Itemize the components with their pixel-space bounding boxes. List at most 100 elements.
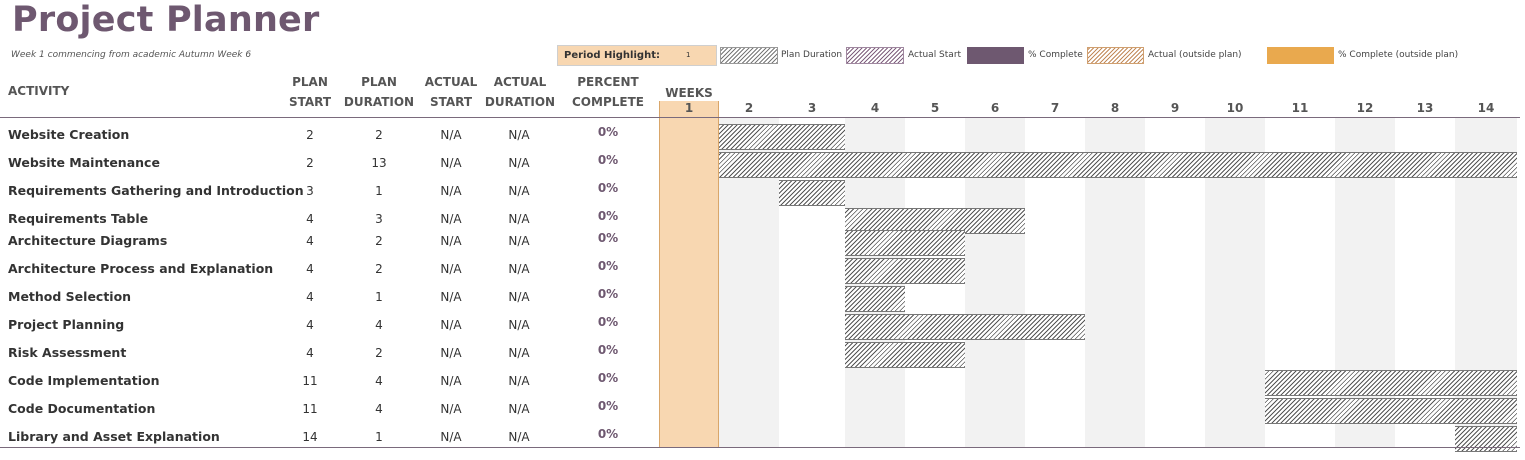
activity-name[interactable]: Library and Asset Explanation: [8, 429, 220, 444]
plan-duration[interactable]: 4: [375, 402, 383, 416]
plan-start[interactable]: 2: [306, 128, 314, 142]
plan-duration[interactable]: 2: [375, 262, 383, 276]
actual-duration[interactable]: N/A: [508, 346, 530, 360]
period-highlight-cell[interactable]: Period Highlight: 1: [557, 45, 717, 66]
header-plan-start: PLAN START: [285, 72, 335, 112]
percent-complete[interactable]: 0%: [597, 209, 619, 223]
percent-complete[interactable]: 0%: [597, 315, 619, 329]
plan-duration-bar: [845, 230, 965, 256]
percent-complete[interactable]: 0%: [597, 231, 619, 245]
actual-duration[interactable]: N/A: [508, 184, 530, 198]
percent-complete[interactable]: 0%: [597, 427, 619, 441]
activity-name[interactable]: Code Documentation: [8, 401, 156, 416]
activity-name[interactable]: Website Creation: [8, 127, 130, 142]
actual-duration[interactable]: N/A: [508, 318, 530, 332]
activity-name[interactable]: Architecture Diagrams: [8, 233, 168, 248]
table-row[interactable]: Website Maintenance 2 13 N/A N/A 0%: [0, 150, 1525, 178]
percent-complete[interactable]: 0%: [597, 153, 619, 167]
activity-name[interactable]: Architecture Process and Explanation: [8, 261, 274, 276]
header-actual-duration-line2: DURATION: [484, 95, 556, 109]
header-plan-duration-line2: DURATION: [343, 95, 415, 109]
table-row[interactable]: Requirements Gathering and Introduction 3…: [0, 178, 1525, 206]
table-row[interactable]: Website Creation 2 2 N/A N/A 0%: [0, 122, 1525, 150]
plan-start[interactable]: 4: [306, 262, 314, 276]
plan-duration[interactable]: 1: [375, 184, 383, 198]
activity-name[interactable]: Risk Assessment: [8, 345, 127, 360]
actual-duration[interactable]: N/A: [508, 430, 530, 444]
actual-start[interactable]: N/A: [440, 234, 462, 248]
actual-duration[interactable]: N/A: [508, 402, 530, 416]
plan-duration[interactable]: 2: [375, 128, 383, 142]
activity-name[interactable]: Method Selection: [8, 289, 132, 304]
table-row[interactable]: Method Selection 4 1 N/A N/A 0%: [0, 284, 1525, 312]
week-header-2: 2: [744, 101, 754, 115]
plan-duration-bar: [845, 342, 965, 368]
activity-name[interactable]: Website Maintenance: [8, 155, 160, 170]
plan-duration[interactable]: 1: [375, 430, 383, 444]
plan-duration-bar: [1265, 398, 1517, 424]
week-header-5: 5: [930, 101, 940, 115]
table-row[interactable]: Risk Assessment 4 2 N/A N/A 0%: [0, 340, 1525, 368]
activity-name[interactable]: Project Planning: [8, 317, 125, 332]
plan-start[interactable]: 4: [306, 212, 314, 226]
table-row[interactable]: Code Documentation 11 4 N/A N/A 0%: [0, 396, 1525, 424]
legend-outside-swatch: [1087, 47, 1144, 64]
plan-start[interactable]: 4: [306, 234, 314, 248]
table-row[interactable]: Project Planning 4 4 N/A N/A 0%: [0, 312, 1525, 340]
percent-complete[interactable]: 0%: [597, 287, 619, 301]
plan-duration[interactable]: 13: [371, 156, 387, 170]
plan-duration-bar: [1455, 426, 1517, 452]
plan-duration[interactable]: 2: [375, 234, 383, 248]
plan-duration[interactable]: 4: [375, 318, 383, 332]
percent-complete[interactable]: 0%: [597, 399, 619, 413]
week-header-1: 1: [684, 101, 694, 115]
actual-start[interactable]: N/A: [440, 318, 462, 332]
plan-start[interactable]: 3: [306, 184, 314, 198]
actual-start[interactable]: N/A: [440, 128, 462, 142]
header-percent-complete-line2: COMPLETE: [572, 95, 644, 109]
actual-start[interactable]: N/A: [440, 156, 462, 170]
actual-start[interactable]: N/A: [440, 346, 462, 360]
actual-start[interactable]: N/A: [440, 374, 462, 388]
actual-duration[interactable]: N/A: [508, 128, 530, 142]
plan-duration[interactable]: 2: [375, 346, 383, 360]
percent-complete[interactable]: 0%: [597, 259, 619, 273]
table-row[interactable]: Code Implementation 11 4 N/A N/A 0%: [0, 368, 1525, 396]
actual-start[interactable]: N/A: [440, 212, 462, 226]
actual-start[interactable]: N/A: [440, 402, 462, 416]
plan-start[interactable]: 4: [306, 318, 314, 332]
plan-start[interactable]: 11: [302, 374, 318, 388]
percent-complete[interactable]: 0%: [597, 181, 619, 195]
actual-duration[interactable]: N/A: [508, 262, 530, 276]
actual-start[interactable]: N/A: [440, 184, 462, 198]
actual-duration[interactable]: N/A: [508, 156, 530, 170]
actual-duration[interactable]: N/A: [508, 212, 530, 226]
actual-duration[interactable]: N/A: [508, 290, 530, 304]
plan-start[interactable]: 11: [302, 402, 318, 416]
percent-complete[interactable]: 0%: [597, 371, 619, 385]
actual-duration[interactable]: N/A: [508, 374, 530, 388]
plan-start[interactable]: 2: [306, 156, 314, 170]
table-row[interactable]: Architecture Process and Explanation 4 2 N/…: [0, 256, 1525, 284]
percent-complete[interactable]: 0%: [597, 343, 619, 357]
activity-name[interactable]: Requirements Table: [8, 211, 149, 226]
percent-complete[interactable]: 0%: [597, 125, 619, 139]
plan-start[interactable]: 14: [302, 430, 318, 444]
plan-duration[interactable]: 1: [375, 290, 383, 304]
table-row[interactable]: Requirements Table 4 3 N/A N/A 0%: [0, 206, 1525, 234]
period-highlight-value[interactable]: 1: [686, 51, 691, 59]
activity-name[interactable]: Code Implementation: [8, 373, 160, 388]
table-row[interactable]: Architecture Diagrams 4 2 N/A N/A 0%: [0, 228, 1525, 256]
actual-duration[interactable]: N/A: [508, 234, 530, 248]
actual-start[interactable]: N/A: [440, 262, 462, 276]
plan-duration[interactable]: 3: [375, 212, 383, 226]
actual-start[interactable]: N/A: [440, 430, 462, 444]
plan-duration[interactable]: 4: [375, 374, 383, 388]
table-row[interactable]: Library and Asset Explanation 14 1 N/A N/A 0%: [0, 424, 1525, 452]
activity-name[interactable]: Requirements Gathering and Introduction: [8, 183, 304, 198]
plan-start[interactable]: 4: [306, 290, 314, 304]
plan-start[interactable]: 4: [306, 346, 314, 360]
actual-start[interactable]: N/A: [440, 290, 462, 304]
period-highlight-label: Period Highlight:: [564, 50, 660, 61]
header-divider: [0, 117, 1520, 118]
